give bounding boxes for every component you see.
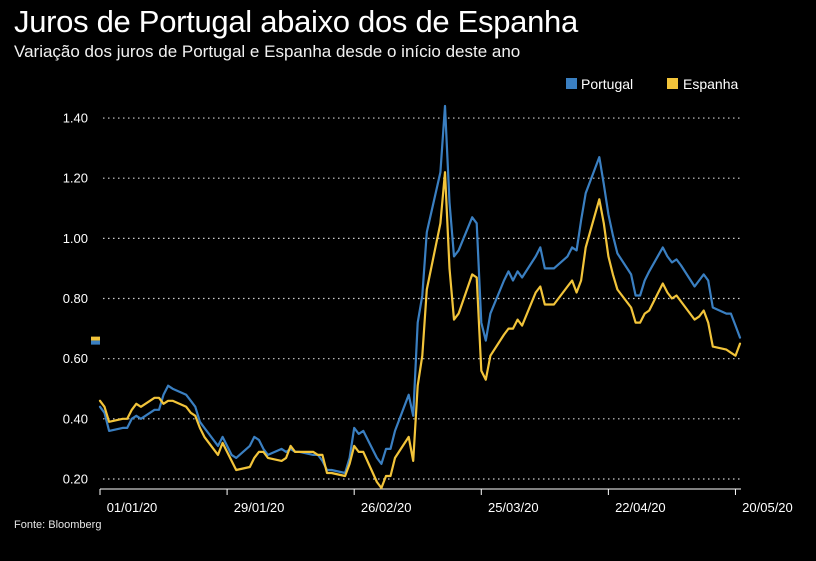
x-tick-label: 20/05/20: [742, 500, 793, 515]
series-lines: [98, 104, 742, 490]
marker-portugal: [91, 340, 100, 345]
source-note: Fonte: Bloomberg: [14, 519, 102, 531]
series-line-portugal: [98, 104, 742, 475]
legend-swatch-espanha: [667, 78, 678, 89]
series-line-espanha: [98, 171, 742, 490]
y-tick-label: 1.20: [63, 171, 88, 186]
y-tick-label: 1.40: [63, 111, 88, 126]
last-value-marker: [91, 336, 100, 345]
x-tick-label: 22/04/20: [615, 500, 666, 515]
legend: Portugal Espanha: [566, 76, 738, 92]
x-axis: 01/01/20 29/01/20 26/02/20 25/03/20 22/04/20…: [99, 488, 793, 515]
x-tick-label: 26/02/20: [361, 500, 412, 515]
x-tick-label: 29/01/20: [234, 500, 285, 515]
y-tick-label: 0.20: [63, 471, 88, 486]
marker-espanha: [91, 336, 100, 341]
chart-subtitle: Variação dos juros de Portugal e Espanha…: [14, 42, 521, 61]
y-tick-label: 0.40: [63, 411, 88, 426]
legend-label-portugal: Portugal: [581, 76, 633, 92]
x-tick-label: 25/03/20: [488, 500, 539, 515]
y-tick-label: 0.60: [63, 351, 88, 366]
gridlines: [103, 117, 740, 480]
legend-swatch-portugal: [566, 78, 577, 89]
legend-label-espanha: Espanha: [683, 76, 738, 92]
y-axis: 0.20 0.40 0.60 0.80 1.00 1.20 1.40: [63, 111, 88, 487]
chart-title: Juros de Portugal abaixo dos de Espanha: [14, 4, 578, 39]
x-tick-label: 01/01/20: [107, 500, 158, 515]
y-tick-label: 1.00: [63, 231, 88, 246]
y-tick-label: 0.80: [63, 291, 88, 306]
